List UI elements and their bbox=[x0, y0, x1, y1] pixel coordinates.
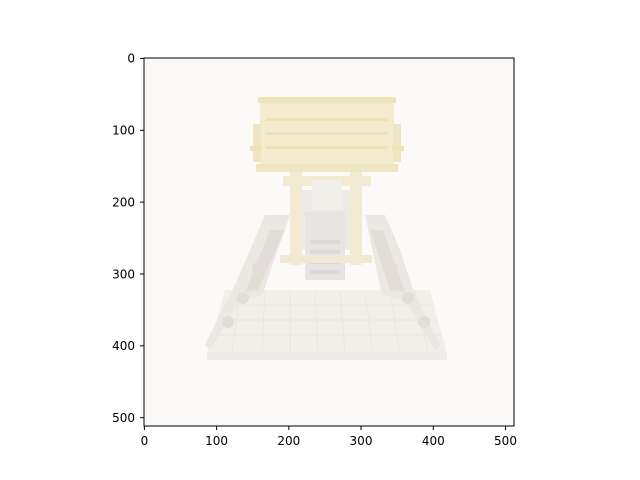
x-axis bbox=[143, 426, 506, 430]
right-track bbox=[365, 215, 440, 350]
frame-grille-2 bbox=[310, 250, 340, 254]
frame-mid bbox=[312, 180, 342, 210]
left-track-wheel bbox=[237, 292, 249, 304]
y-tick-label: 0 bbox=[127, 52, 135, 66]
y-tick-label: 400 bbox=[112, 339, 135, 353]
dump-bed bbox=[250, 97, 404, 172]
y-tick-label: 300 bbox=[112, 267, 135, 281]
y-tick-labels: 0 100 200 300 400 500 bbox=[112, 52, 135, 425]
left-track bbox=[205, 215, 290, 350]
x-tick-label: 400 bbox=[422, 434, 445, 448]
dump-bed-bottom-edge bbox=[256, 164, 398, 172]
vehicle-frame bbox=[280, 170, 372, 280]
frame-post-right bbox=[350, 170, 362, 265]
right-track-shade bbox=[370, 230, 405, 292]
y-tick-label: 200 bbox=[112, 195, 135, 209]
axes-frame bbox=[143, 57, 515, 427]
right-track-wheel bbox=[418, 316, 430, 328]
dump-bed-side-left bbox=[253, 124, 261, 162]
dump-bed-rib-2 bbox=[266, 132, 388, 135]
dump-bed-lip-right bbox=[392, 146, 404, 151]
dump-bed-top-edge bbox=[258, 97, 396, 103]
frame-center bbox=[305, 212, 345, 280]
x-tick-labels: 0 100 200 300 400 500 bbox=[141, 434, 517, 448]
frame-grille-4 bbox=[310, 270, 340, 274]
frame-post-left bbox=[290, 170, 302, 265]
x-tick-label: 0 bbox=[141, 434, 149, 448]
frame-axle bbox=[280, 255, 372, 263]
chassis-front-edge bbox=[207, 352, 447, 360]
left-track-wheel bbox=[222, 316, 234, 328]
y-tick-label: 500 bbox=[112, 411, 135, 425]
dump-bed-rib-3 bbox=[266, 146, 388, 149]
dump-bed-side-right bbox=[393, 124, 401, 162]
x-tick-label: 300 bbox=[350, 434, 373, 448]
left-track-wheel bbox=[252, 262, 264, 274]
frame-grille-1 bbox=[310, 240, 340, 244]
right-track-wheel bbox=[386, 262, 398, 274]
x-tick-label: 500 bbox=[494, 434, 517, 448]
left-track-shade bbox=[245, 230, 285, 292]
dump-bed-rib-1 bbox=[266, 118, 388, 121]
y-axis bbox=[140, 57, 144, 419]
x-tick-label: 100 bbox=[205, 434, 228, 448]
right-track-wheel bbox=[402, 292, 414, 304]
chassis-plate bbox=[207, 290, 447, 355]
y-tick-label: 100 bbox=[112, 124, 135, 138]
image-area bbox=[144, 58, 514, 426]
dump-bed-lip-left bbox=[250, 146, 262, 151]
x-tick-label: 200 bbox=[277, 434, 300, 448]
